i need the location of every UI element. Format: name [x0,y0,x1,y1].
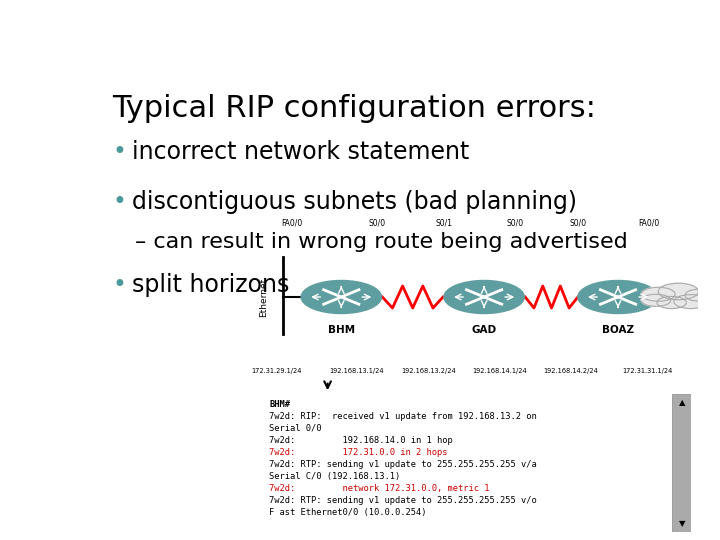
Text: BHM#: BHM# [269,400,290,409]
Text: 172.31.29.1/24: 172.31.29.1/24 [251,368,302,374]
Circle shape [642,294,671,306]
Circle shape [658,283,698,300]
Text: FA0/0: FA0/0 [282,218,303,227]
Text: split horizons: split horizons [132,273,289,297]
Bar [672,394,691,532]
Text: 192.168.14.1/24: 192.168.14.1/24 [472,368,527,374]
Text: •: • [112,140,126,164]
Circle shape [685,289,714,301]
Text: 192.168.13.2/24: 192.168.13.2/24 [401,368,456,374]
Text: GAD: GAD [472,325,497,335]
Text: •: • [112,190,126,214]
Text: S0/0: S0/0 [570,218,586,227]
Text: discontiguous subnets (bad planning): discontiguous subnets (bad planning) [132,190,577,214]
Circle shape [674,295,708,308]
Text: Ethernet: Ethernet [258,278,268,316]
Text: •: • [112,273,126,297]
Text: FA0/0: FA0/0 [639,218,660,227]
Text: S0/1: S0/1 [436,218,452,227]
Text: Serial 0/0: Serial 0/0 [269,424,322,433]
Circle shape [578,280,658,314]
Text: 7w2d: RTP: sending v1 update to 255.255.255.255 v/a: 7w2d: RTP: sending v1 update to 255.255.… [269,460,537,469]
Text: 7w2d:         172.31.0.0 in 2 hops: 7w2d: 172.31.0.0 in 2 hops [269,448,448,457]
Text: Typical RIP configuration errors:: Typical RIP configuration errors: [112,94,596,123]
Text: F ast Ethernet0/0 (10.0.0.254): F ast Ethernet0/0 (10.0.0.254) [269,508,427,517]
Text: ▲: ▲ [678,399,685,407]
Text: BOAZ: BOAZ [602,325,634,335]
Text: S0/0: S0/0 [369,218,385,227]
Text: 172.31.31.1/24: 172.31.31.1/24 [622,368,672,374]
Circle shape [657,296,686,308]
Text: 7w2d:         network 172.31.0.0, metric 1: 7w2d: network 172.31.0.0, metric 1 [269,483,490,492]
Text: incorrect network statement: incorrect network statement [132,140,469,164]
Circle shape [642,287,675,301]
Text: ▼: ▼ [678,519,685,528]
Text: 192.168.13.1/24: 192.168.13.1/24 [330,368,384,374]
Text: – can result in wrong route being advertised: – can result in wrong route being advert… [135,232,627,252]
Text: 7w2d:         192.168.14.0 in 1 hop: 7w2d: 192.168.14.0 in 1 hop [269,436,453,444]
Text: 7w2d: RIP:  received v1 update from 192.168.13.2 on: 7w2d: RIP: received v1 update from 192.1… [269,411,537,421]
Circle shape [301,280,382,314]
Text: Serial C/0 (192.168.13.1): Serial C/0 (192.168.13.1) [269,471,400,481]
Circle shape [444,280,524,314]
Text: 192.168.14.2/24: 192.168.14.2/24 [544,368,598,374]
Text: 7w2d: RTP: sending v1 update to 255.255.255.255 v/o: 7w2d: RTP: sending v1 update to 255.255.… [269,496,537,504]
Text: BHM: BHM [328,325,355,335]
Text: S0/0: S0/0 [507,218,524,227]
